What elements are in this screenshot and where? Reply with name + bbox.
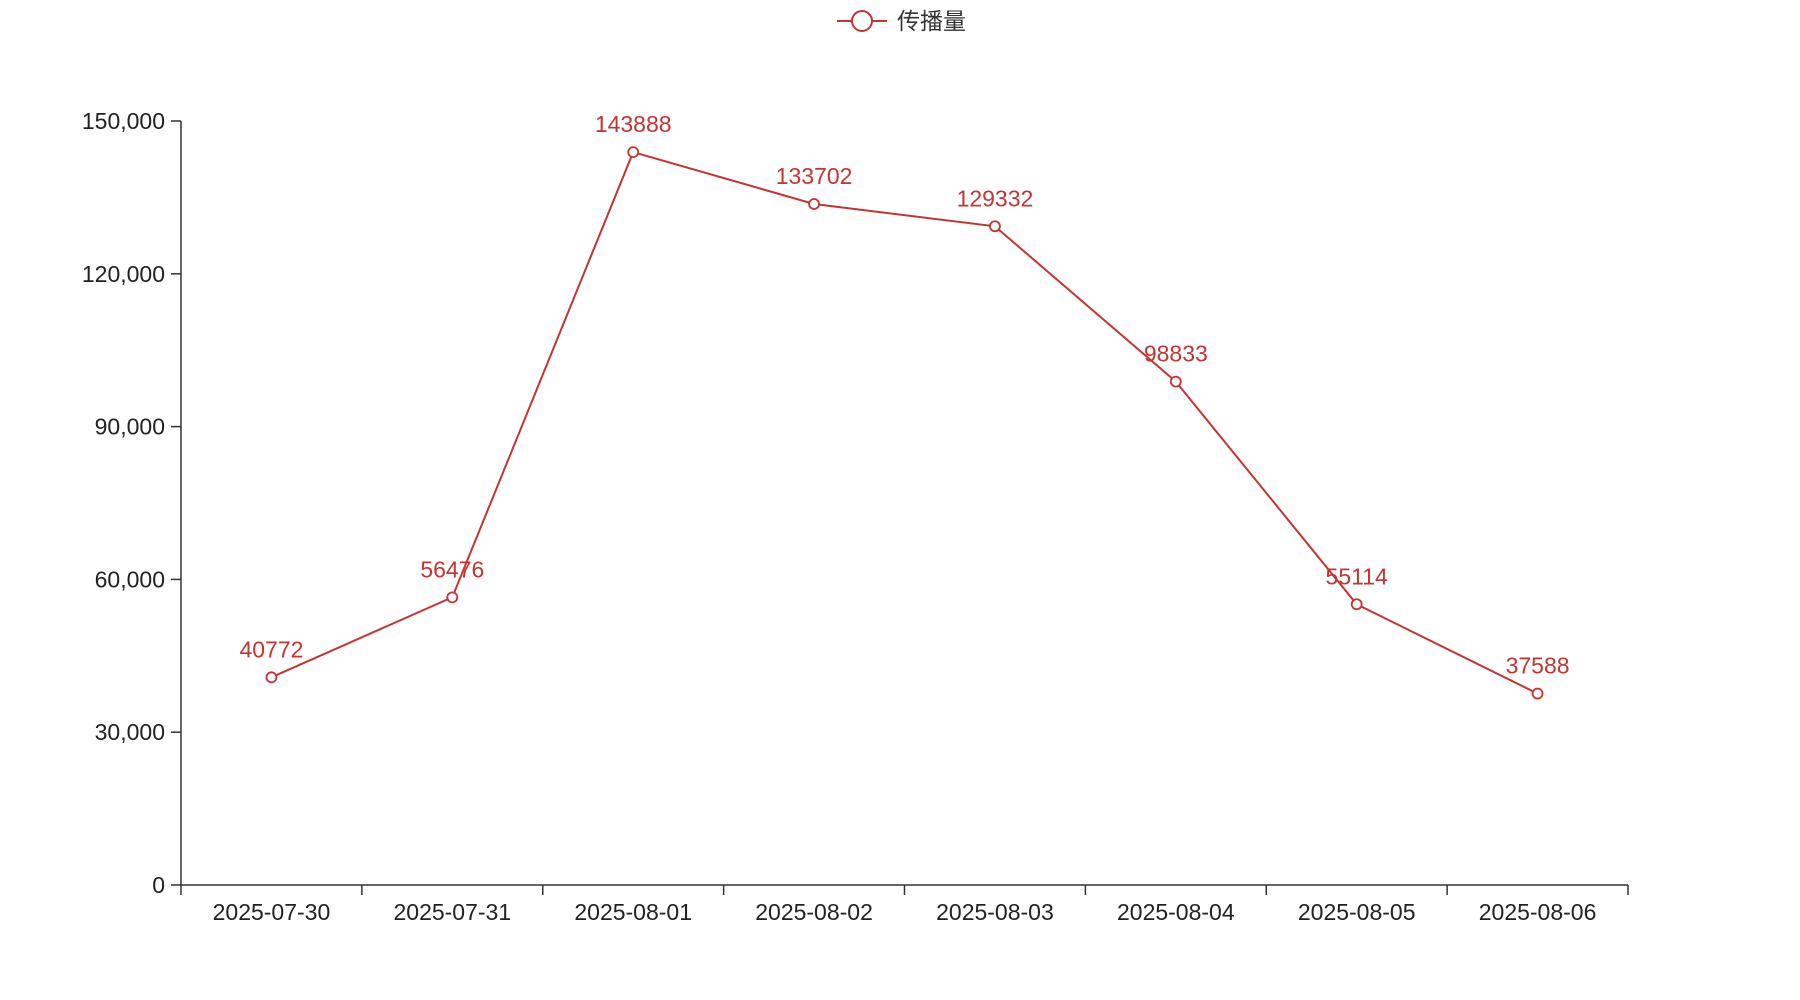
x-tick-label: 2025-08-06 <box>1479 899 1597 925</box>
data-point[interactable] <box>1350 598 1363 611</box>
data-point[interactable] <box>1531 687 1544 700</box>
y-tick-label: 30,000 <box>95 719 165 745</box>
x-tick-label: 2025-08-02 <box>755 899 873 925</box>
data-label: 37588 <box>1506 653 1570 679</box>
x-tick-label: 2025-08-03 <box>936 899 1054 925</box>
legend[interactable]: 传播量 <box>837 9 966 35</box>
series-line <box>270 150 1539 695</box>
data-point[interactable] <box>808 198 820 210</box>
data-label: 143888 <box>595 111 672 137</box>
series-layer: 40772 56476 143888 133702 129332 98833 55114 37… <box>239 111 1570 700</box>
y-tick-label: 150,000 <box>82 108 165 134</box>
data-label: 98833 <box>1144 341 1208 367</box>
legend-label: 传播量 <box>897 9 966 35</box>
data-label: 40772 <box>239 636 303 662</box>
y-axis: 0 30,000 60,000 90,000 120,000 150,000 <box>82 108 182 898</box>
data-point[interactable] <box>989 220 1001 233</box>
x-axis: 2025-07-30 2025-07-31 2025-08-01 2025-08-02… <box>180 884 1629 925</box>
x-tick-label: 2025-07-30 <box>213 899 331 925</box>
y-tick-label: 120,000 <box>82 261 165 287</box>
y-tick-label: 90,000 <box>95 414 165 440</box>
x-tick-label: 2025-08-04 <box>1117 899 1235 925</box>
legend-circle-icon <box>851 10 873 32</box>
data-label: 55114 <box>1326 563 1388 589</box>
data-point[interactable] <box>627 146 640 159</box>
data-label: 133702 <box>776 163 853 189</box>
x-tick-label: 2025-08-05 <box>1298 899 1416 925</box>
data-label: 56476 <box>420 556 484 582</box>
x-tick-label: 2025-07-31 <box>393 899 511 925</box>
x-tick-label: 2025-08-01 <box>574 899 692 925</box>
data-label: 129332 <box>957 185 1034 211</box>
y-tick-label: 60,000 <box>95 566 165 592</box>
y-tick-label: 0 <box>152 872 165 898</box>
data-point[interactable] <box>446 591 459 604</box>
data-point[interactable] <box>1169 375 1182 388</box>
data-point[interactable] <box>265 671 278 684</box>
